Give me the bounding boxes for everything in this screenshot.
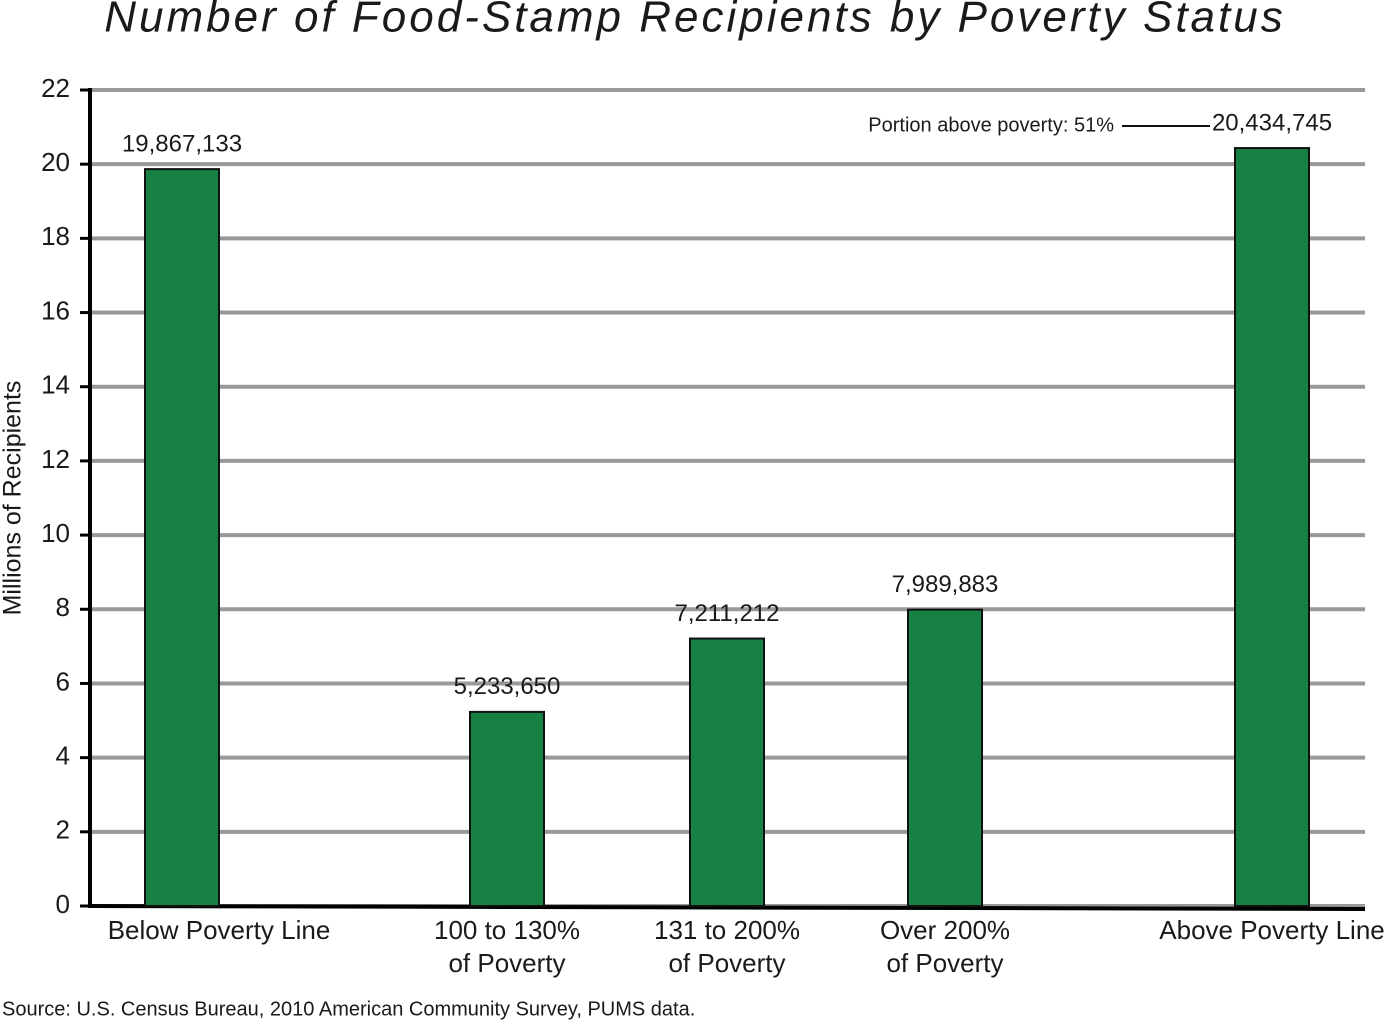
y-tick-label: 20 bbox=[41, 147, 70, 177]
y-tick-label: 0 bbox=[56, 889, 70, 919]
y-tick-label: 4 bbox=[56, 741, 70, 771]
y-tick-label: 14 bbox=[41, 370, 70, 400]
value-label: 20,434,745 bbox=[1212, 109, 1332, 136]
y-tick-label: 12 bbox=[41, 444, 70, 474]
x-tick-label: Over 200% bbox=[880, 915, 1010, 945]
x-tick-label: Above Poverty Line bbox=[1159, 915, 1384, 945]
x-tick-label: of Poverty bbox=[668, 948, 785, 978]
x-tick-label: of Poverty bbox=[448, 948, 565, 978]
value-label: 19,867,133 bbox=[122, 130, 242, 157]
y-tick-label: 8 bbox=[56, 592, 70, 622]
y-tick-label: 6 bbox=[56, 666, 70, 696]
y-tick-label: 2 bbox=[56, 815, 70, 845]
value-label: 7,211,212 bbox=[675, 600, 780, 627]
y-tick-label: 16 bbox=[41, 295, 70, 325]
y-tick-label: 18 bbox=[41, 221, 70, 251]
annotation: Portion above poverty: 51% bbox=[868, 114, 1114, 136]
x-tick-label: Below Poverty Line bbox=[108, 915, 331, 945]
bar bbox=[907, 608, 983, 907]
value-label: 5,233,650 bbox=[454, 673, 561, 700]
value-label: 7,989,883 bbox=[892, 571, 999, 598]
chart-title: Number of Food-Stamp Recipients by Pover… bbox=[104, 0, 1285, 42]
y-tick-label: 22 bbox=[41, 73, 70, 103]
bar bbox=[1234, 147, 1310, 908]
y-tick-label: 10 bbox=[41, 518, 70, 548]
y-axis-label: Millions of Recipients bbox=[0, 381, 27, 616]
bar bbox=[144, 168, 220, 907]
x-tick-label: 131 to 200% bbox=[654, 915, 800, 945]
bar bbox=[469, 710, 545, 907]
x-axis bbox=[89, 904, 1366, 911]
x-tick-label: of Poverty bbox=[886, 948, 1003, 978]
source: Source: U.S. Census Bureau, 2010 America… bbox=[2, 998, 695, 1020]
bar bbox=[689, 637, 765, 907]
x-tick-label: 100 to 130% bbox=[434, 915, 580, 945]
